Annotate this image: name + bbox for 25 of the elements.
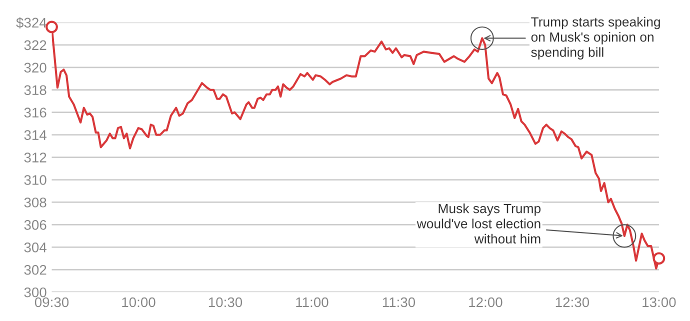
- y-tick-label: 322: [24, 40, 46, 50]
- point: [46, 20, 58, 34]
- annotation: Trump starts speaking on Musk's opinion on spending bill: [531, 16, 660, 60]
- y-tick-label: 306: [24, 220, 46, 230]
- y-tick-label: $324: [16, 17, 46, 28]
- y-tick-label: 318: [24, 85, 46, 96]
- x-tick-label: 11:00: [296, 297, 328, 308]
- y-tick-label: 312: [24, 152, 46, 162]
- x-tick-label: 13:00: [642, 297, 676, 308]
- y-tick-label: 302: [24, 264, 46, 275]
- y-tick-label: 314: [24, 130, 46, 140]
- x-tick-label: 12:00: [469, 297, 502, 308]
- x-tick-label: 10:30: [208, 297, 242, 308]
- x-tick-label: 11:30: [382, 297, 416, 308]
- y-tick-label: 304: [24, 242, 46, 252]
- y-tick-label: 316: [24, 108, 46, 118]
- point: [652, 252, 666, 265]
- y-tick-label: 308: [24, 198, 46, 208]
- y-tick-label: 300: [24, 287, 46, 298]
- annotation: Musk says Trump would've lost election without him: [416, 204, 541, 244]
- x-tick-label: 09:30: [34, 297, 69, 308]
- x-tick-label: 10:00: [122, 297, 156, 308]
- y-tick-label: 310: [24, 175, 46, 185]
- y-tick-label: 320: [24, 62, 46, 73]
- x-tick-label: 12:30: [556, 297, 590, 308]
